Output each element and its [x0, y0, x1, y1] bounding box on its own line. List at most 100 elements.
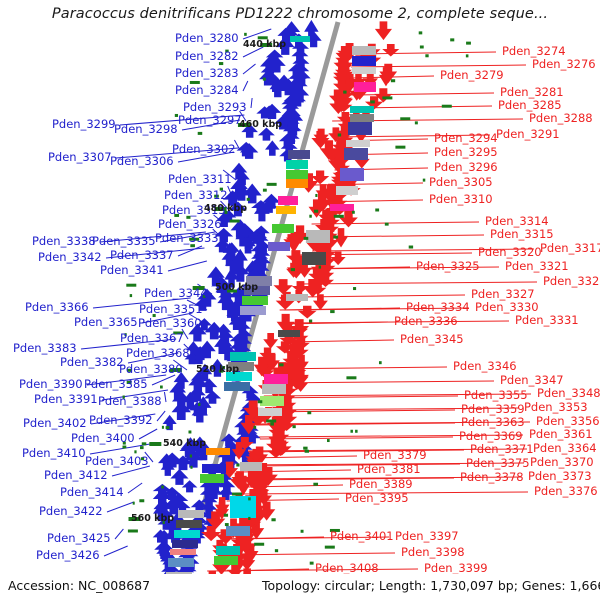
- reverse-gene-arrow[interactable]: [333, 228, 349, 248]
- gene-label-forward[interactable]: Pden_3284: [175, 83, 239, 97]
- forward-gene-arrow[interactable]: [247, 299, 265, 312]
- forward-gene-arrow[interactable]: [229, 201, 247, 217]
- forward-gene-arrow[interactable]: [156, 546, 172, 559]
- gene-label-reverse[interactable]: Pden_3389: [349, 477, 413, 491]
- feature-box[interactable]: [278, 330, 300, 337]
- gene-label-reverse[interactable]: Pden_3276: [532, 57, 596, 71]
- feature-box[interactable]: [202, 464, 226, 473]
- reverse-gene-arrow[interactable]: [273, 279, 293, 295]
- forward-gene-arrow[interactable]: [241, 385, 259, 399]
- forward-gene-arrow[interactable]: [243, 260, 262, 280]
- forward-gene-arrow[interactable]: [235, 328, 253, 342]
- forward-gene-arrow[interactable]: [251, 233, 269, 246]
- reverse-gene-arrow[interactable]: [332, 100, 350, 112]
- forward-gene-arrow[interactable]: [286, 78, 304, 92]
- feature-box[interactable]: [224, 382, 250, 391]
- reverse-gene-arrow[interactable]: [318, 247, 336, 259]
- feature-box[interactable]: [344, 148, 368, 160]
- reverse-gene-arrow[interactable]: [337, 119, 355, 131]
- reverse-gene-arrow[interactable]: [293, 376, 309, 392]
- forward-gene-arrow[interactable]: [223, 441, 241, 454]
- forward-gene-arrow[interactable]: [282, 116, 300, 129]
- forward-gene-arrow[interactable]: [152, 488, 172, 506]
- forward-gene-arrow[interactable]: [194, 396, 212, 416]
- gene-label-forward[interactable]: Pden_3402: [23, 416, 87, 430]
- gene-label-forward[interactable]: Pden_3383: [13, 341, 77, 355]
- reverse-gene-arrow[interactable]: [280, 405, 298, 417]
- reverse-gene-arrow[interactable]: [321, 208, 339, 220]
- feature-box[interactable]: [200, 474, 224, 483]
- forward-gene-arrow[interactable]: [260, 64, 278, 78]
- reverse-gene-arrow[interactable]: [313, 191, 331, 212]
- forward-gene-arrow[interactable]: [291, 48, 309, 62]
- gene-label-reverse[interactable]: Pden_3331: [515, 313, 579, 327]
- forward-gene-arrow[interactable]: [222, 298, 240, 318]
- reverse-gene-arrow[interactable]: [331, 93, 349, 105]
- reverse-gene-arrow[interactable]: [309, 276, 327, 288]
- forward-gene-arrow[interactable]: [221, 250, 237, 267]
- gene-label-forward[interactable]: Pden_3282: [175, 49, 239, 63]
- reverse-gene-arrow[interactable]: [248, 520, 265, 540]
- gene-label-reverse[interactable]: Pden_3330: [475, 300, 539, 314]
- forward-gene-arrow[interactable]: [236, 427, 254, 440]
- forward-gene-arrow[interactable]: [234, 336, 252, 349]
- reverse-gene-arrow[interactable]: [308, 199, 325, 218]
- forward-gene-arrow[interactable]: [153, 498, 173, 517]
- feature-box[interactable]: [352, 67, 376, 74]
- forward-gene-arrow[interactable]: [245, 269, 263, 282]
- forward-gene-arrow[interactable]: [237, 449, 255, 463]
- gene-label-reverse[interactable]: Pden_3314: [485, 214, 549, 228]
- reverse-gene-arrow[interactable]: [282, 368, 300, 380]
- gene-label-reverse[interactable]: Pden_3376: [534, 484, 598, 498]
- gene-label-reverse[interactable]: Pden_3346: [453, 359, 517, 373]
- forward-gene-arrow[interactable]: [282, 101, 300, 114]
- reverse-gene-arrow[interactable]: [374, 88, 393, 103]
- feature-box[interactable]: [168, 558, 194, 567]
- reverse-gene-arrow[interactable]: [272, 416, 290, 428]
- gene-label-forward[interactable]: Pden_3306: [110, 154, 174, 168]
- forward-gene-arrow[interactable]: [230, 296, 248, 316]
- reverse-gene-arrow[interactable]: [267, 432, 285, 444]
- gene-label-forward[interactable]: Pden_3333: [155, 231, 219, 245]
- reverse-gene-arrow[interactable]: [268, 418, 286, 430]
- forward-gene-arrow[interactable]: [158, 509, 175, 522]
- reverse-gene-arrow[interactable]: [275, 407, 293, 419]
- gene-label-forward[interactable]: Pden_3338: [32, 234, 96, 248]
- feature-box[interactable]: [286, 294, 308, 301]
- reverse-gene-arrow[interactable]: [322, 215, 340, 227]
- forward-gene-arrow[interactable]: [283, 93, 301, 107]
- forward-gene-arrow[interactable]: [199, 487, 217, 500]
- reverse-gene-arrow[interactable]: [314, 265, 332, 277]
- feature-box[interactable]: [178, 510, 204, 518]
- gene-label-reverse[interactable]: Pden_3291: [496, 127, 560, 141]
- reverse-gene-arrow[interactable]: [353, 152, 370, 169]
- reverse-gene-arrow[interactable]: [272, 430, 290, 442]
- reverse-gene-arrow[interactable]: [293, 368, 309, 385]
- gene-label-reverse[interactable]: Pden_3364: [533, 441, 597, 455]
- gene-label-reverse[interactable]: Pden_3345: [400, 332, 464, 346]
- reverse-gene-arrow[interactable]: [297, 261, 313, 278]
- gene-label-reverse[interactable]: Pden_3353: [524, 400, 588, 414]
- reverse-gene-arrow[interactable]: [286, 375, 304, 387]
- gene-label-reverse[interactable]: Pden_3281: [500, 85, 564, 99]
- forward-gene-arrow[interactable]: [235, 223, 254, 238]
- forward-gene-arrow[interactable]: [242, 183, 262, 204]
- reverse-gene-arrow[interactable]: [205, 511, 226, 530]
- forward-gene-arrow[interactable]: [233, 313, 251, 327]
- reverse-gene-arrow[interactable]: [253, 356, 270, 377]
- gene-label-forward[interactable]: Pden_3388: [98, 394, 162, 408]
- reverse-gene-arrow[interactable]: [333, 147, 351, 159]
- gene-label-reverse[interactable]: Pden_3356: [536, 414, 600, 428]
- forward-gene-arrow[interactable]: [289, 85, 310, 103]
- forward-gene-arrow[interactable]: [156, 530, 172, 546]
- forward-gene-arrow[interactable]: [193, 298, 212, 311]
- reverse-gene-arrow[interactable]: [330, 172, 348, 184]
- feature-box[interactable]: [244, 286, 270, 295]
- reverse-gene-arrow[interactable]: [263, 333, 279, 349]
- reverse-gene-arrow[interactable]: [271, 444, 289, 456]
- forward-gene-arrow[interactable]: [233, 321, 251, 334]
- reverse-gene-arrow[interactable]: [248, 501, 266, 513]
- reverse-gene-arrow[interactable]: [351, 71, 366, 91]
- reverse-gene-arrow[interactable]: [220, 547, 238, 563]
- forward-gene-arrow[interactable]: [215, 212, 233, 227]
